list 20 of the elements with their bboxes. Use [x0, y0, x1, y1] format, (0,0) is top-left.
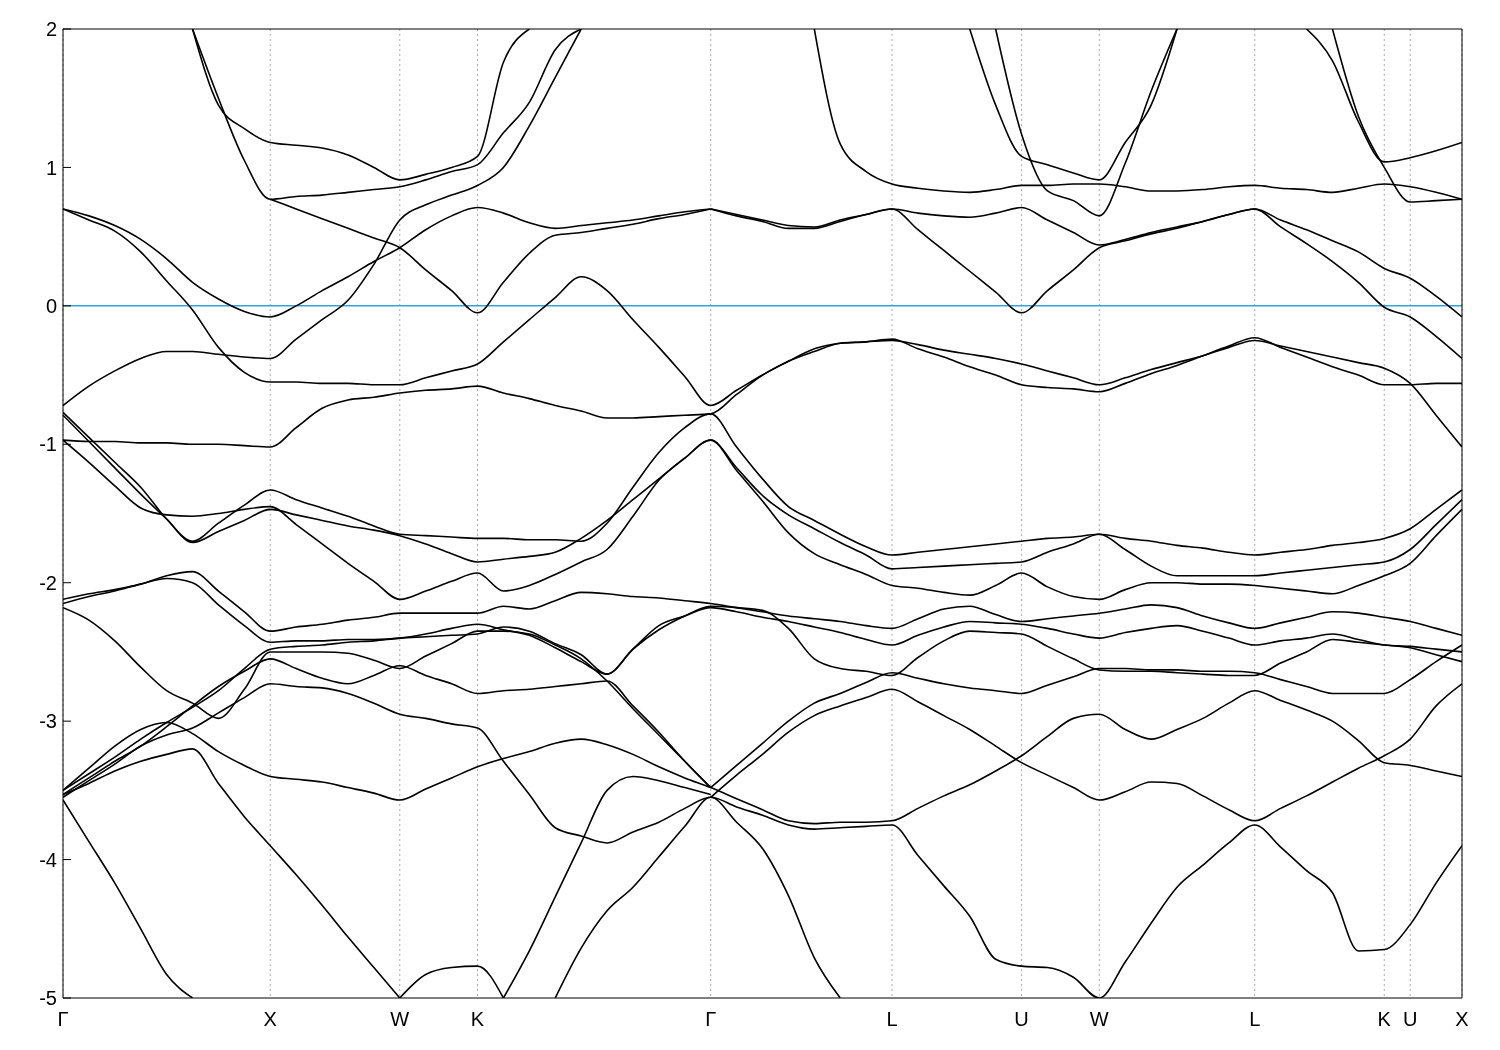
x-tick-label: W [1089, 1008, 1109, 1031]
x-tick-label: U [1014, 1008, 1029, 1031]
x-tick-label: X [263, 1008, 277, 1031]
x-tick-label: W [390, 1008, 410, 1031]
x-tick-label: K [470, 1008, 485, 1031]
y-tick-label: -2 [39, 571, 57, 594]
y-tick-label: -5 [39, 987, 57, 1010]
x-tick-label: Γ [57, 1008, 69, 1031]
y-tick-label: 1 [45, 156, 57, 179]
y-tick-label: 0 [45, 294, 57, 317]
x-tick-label: X [1455, 1008, 1469, 1031]
x-tick-label: L [886, 1008, 898, 1031]
y-tick-label: 2 [45, 18, 57, 41]
x-tick-label: U [1402, 1008, 1418, 1031]
y-tick-label: -1 [39, 433, 57, 456]
x-tick-label: Γ [705, 1008, 717, 1031]
y-tick-label: -4 [39, 848, 57, 871]
x-tick-label: L [1249, 1008, 1261, 1031]
y-tick-label: -3 [39, 710, 57, 733]
x-tick-label: K [1377, 1008, 1392, 1031]
